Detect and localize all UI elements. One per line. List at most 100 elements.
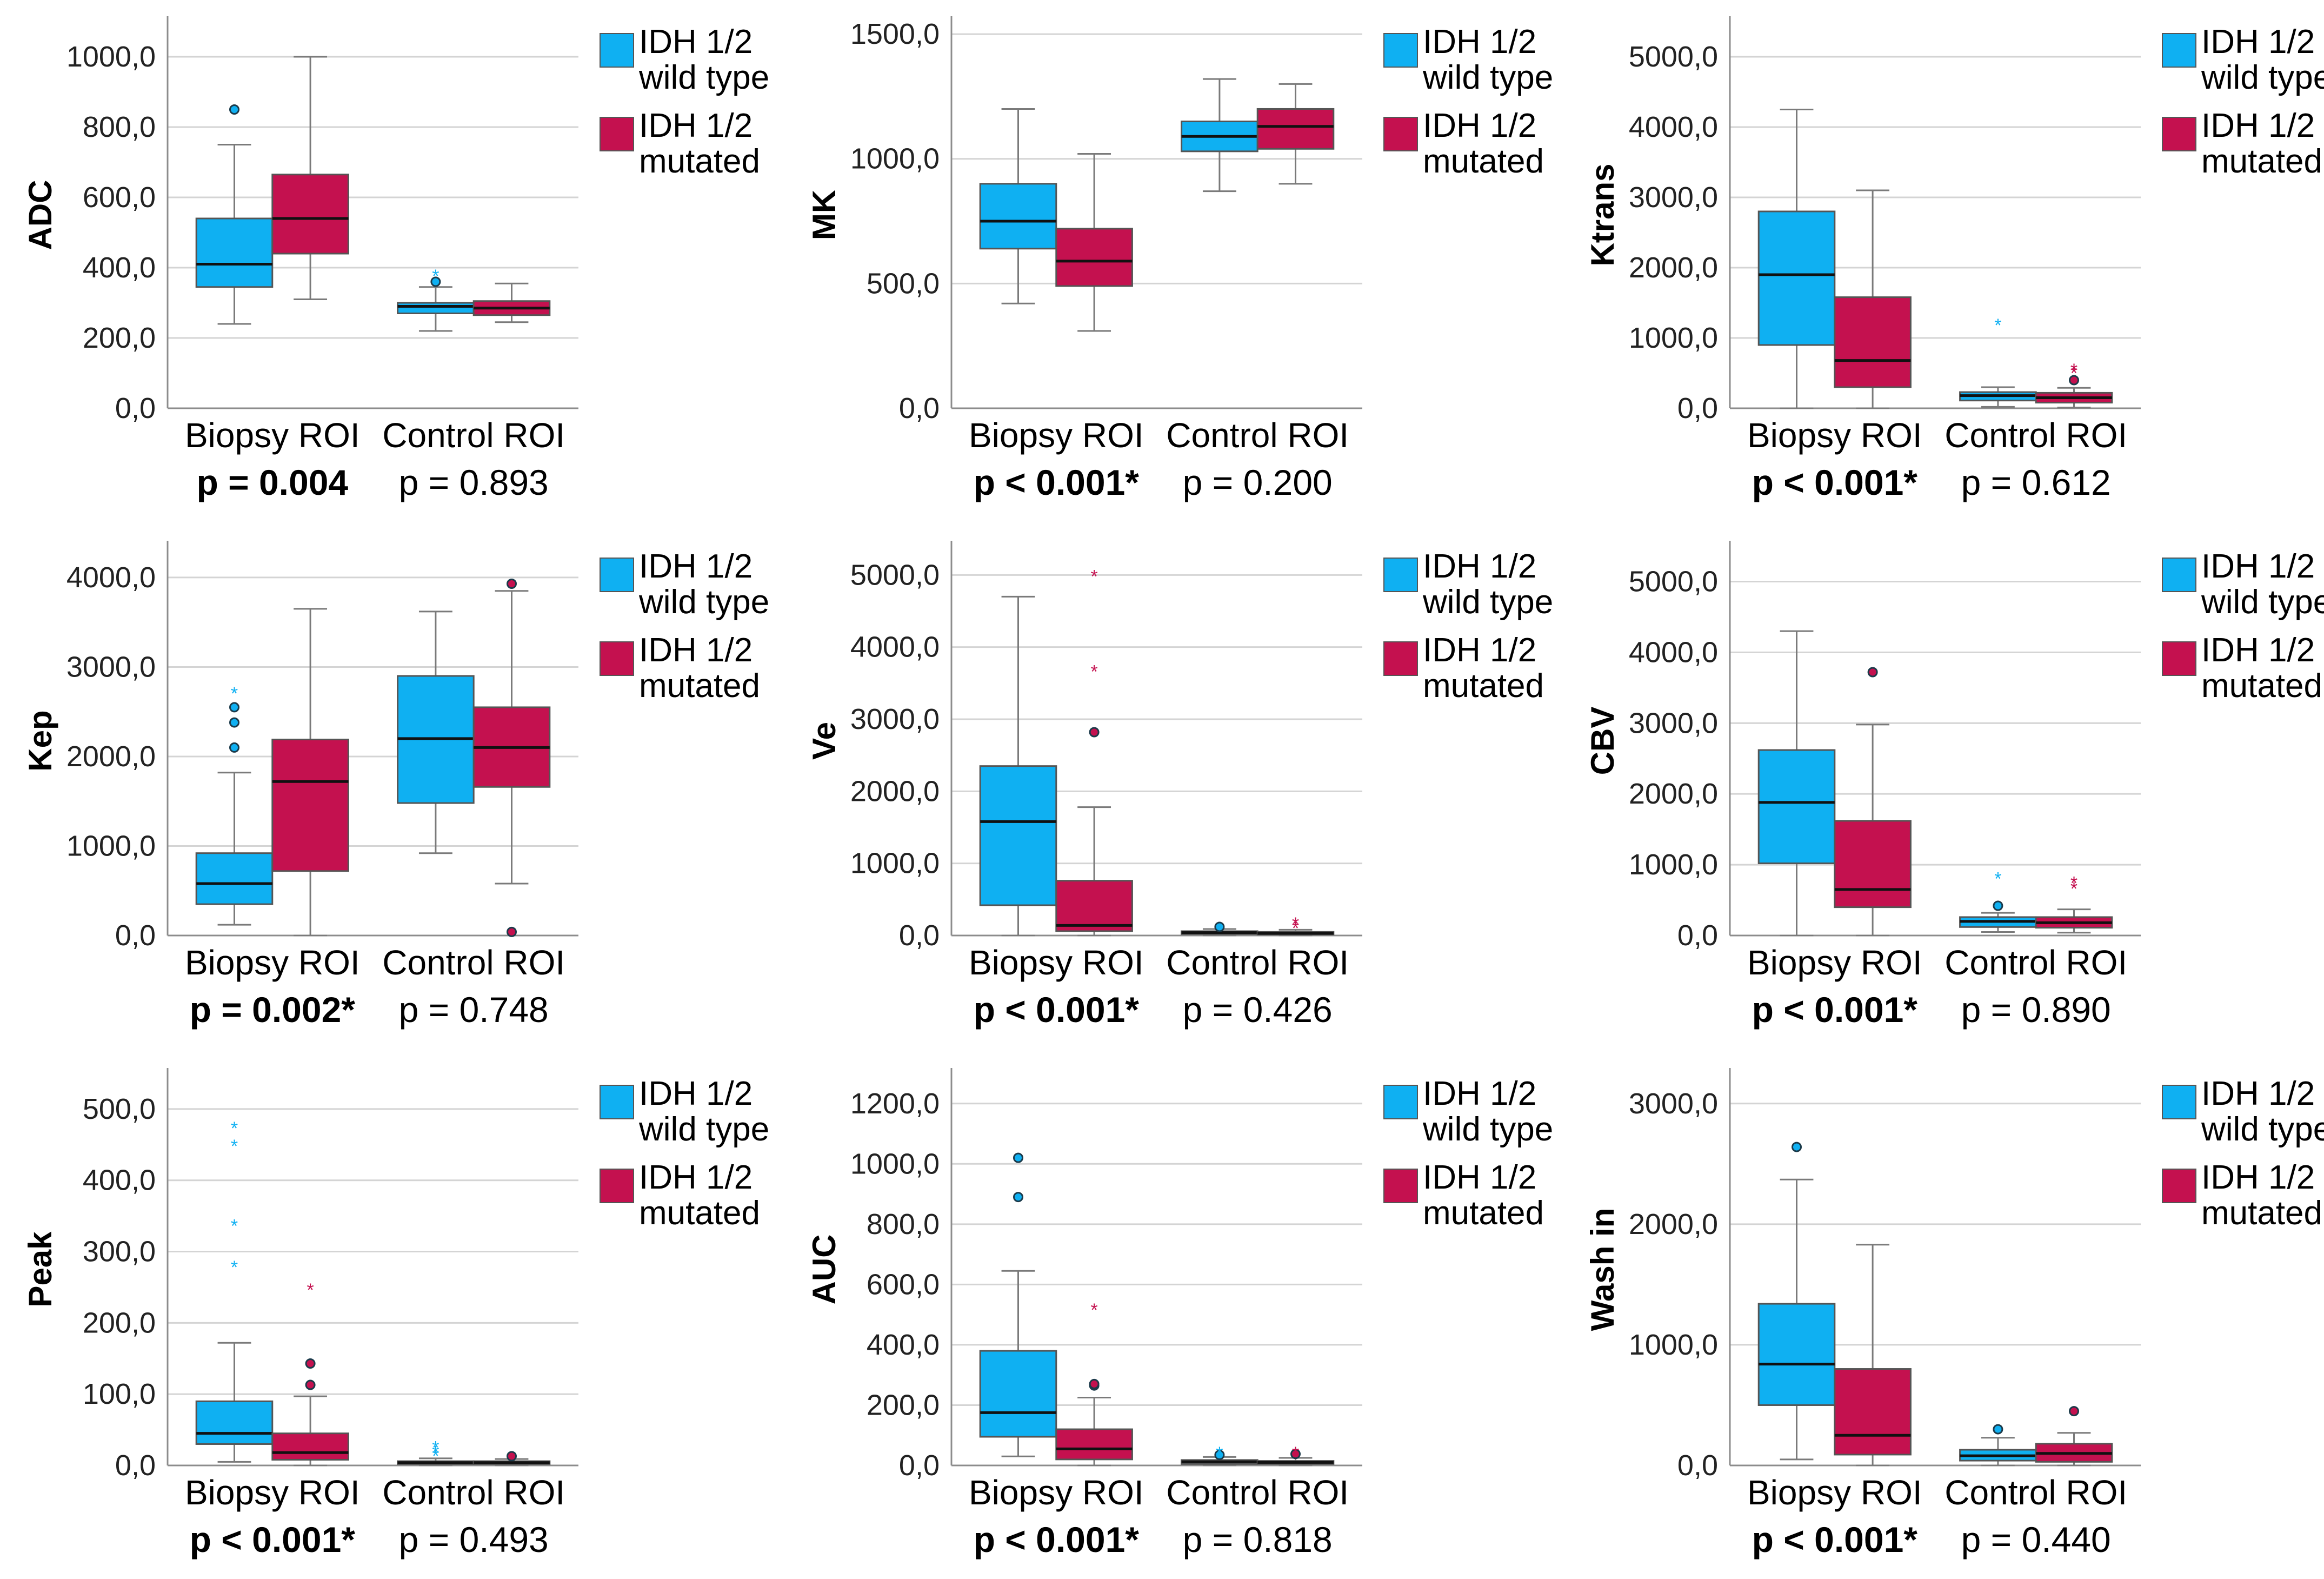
legend-swatch-wildtype [1383,558,1418,592]
outlier-point [1993,1424,2003,1435]
y-tick-label: 100,0 [83,1378,156,1410]
y-tick-label: 2000,0 [1629,251,1718,284]
legend-swatch-wildtype [1383,1085,1418,1119]
chart-panel-kep: 0,0 1000,0 2000,0 3000,0 4000,0 Kep * Biopsy RO… [22,541,769,1030]
wildtype-biopsy-box [979,183,1057,250]
legend-swatch-wildtype [1383,33,1418,68]
y-tick-label: 1200,0 [850,1087,940,1120]
p-value-label: p < 0.001* [190,1520,356,1560]
category-label: Control ROI [1166,1473,1349,1512]
extreme-outlier-point: * [231,1216,238,1236]
y-tick-label: 800,0 [867,1208,940,1240]
category-label: Biopsy ROI [1747,416,1922,455]
y-tick-label: 3000,0 [1629,707,1718,739]
y-tick-label: 3000,0 [66,651,156,683]
extreme-outlier-point: * [231,684,238,704]
y-tick-label: 1000,0 [66,41,156,73]
mutated-biopsy-box [271,1432,349,1461]
legend-label: mutated [2201,667,2322,705]
y-tick-label: 1000,0 [1629,322,1718,354]
wildtype-biopsy-box [979,1350,1057,1438]
legend-label: IDH 1/2 [1423,548,1536,585]
category-label: Control ROI [1945,943,2127,982]
chart-panel-wash-in: 0,0 1000,0 2000,0 3000,0 Wash in Biopsy ROI Co… [1584,1068,2324,1560]
chart-panel-adc: 0,0 200,0 400,0 600,0 800,0 1000,0 ADC * Biopsy … [22,16,769,502]
legend-swatch-wildtype [2162,33,2196,68]
legend-label: IDH 1/2 [2201,1075,2315,1112]
y-tick-label: 5000,0 [1629,565,1718,598]
category-label: Biopsy ROI [969,943,1144,982]
mutated-biopsy-box [1834,820,1912,908]
category-label: Control ROI [1945,1473,2127,1512]
y-tick-label: 0,0 [1677,919,1718,952]
legend-swatch-mutated [600,1169,634,1203]
p-value-label: p = 0.200 [1183,462,1333,502]
extreme-outlier-point: * [1292,914,1299,934]
legend-label: IDH 1/2 [639,107,753,144]
mutated-biopsy-box [1055,880,1133,932]
legend-label: IDH 1/2 [639,1075,753,1112]
outlier-point [1089,727,1100,738]
legend-swatch-mutated [1383,641,1418,676]
outlier-point [229,742,239,753]
y-tick-label: 400,0 [867,1329,940,1361]
p-value-label: p = 0.440 [1961,1520,2111,1560]
p-value-label: p < 0.001* [974,462,1140,502]
legend-label: wild type [638,583,769,621]
y-axis-label: Kep [22,710,58,771]
outlier-point [1013,1192,1023,1203]
chart-panel-mk: 0,0 500,0 1000,0 1500,0 MK Biopsy ROI Control … [806,16,1553,502]
y-tick-label: 2000,0 [1629,778,1718,810]
legend-label: mutated [1423,667,1544,705]
legend-swatch-mutated [1383,117,1418,151]
outlier-point [1214,1449,1225,1460]
y-axis-label: AUC [806,1235,842,1305]
p-value-label: p < 0.001* [1752,1520,1918,1560]
y-axis-label: ADC [22,180,58,250]
wildtype-biopsy-box [195,852,274,905]
category-label: Biopsy ROI [185,1473,360,1512]
category-label: Control ROI [1166,416,1349,455]
outlier-point [430,276,441,287]
outlier-point [305,1358,316,1369]
category-label: Control ROI [1166,943,1349,982]
category-label: Control ROI [1945,416,2127,455]
p-value-label: p = 0.493 [399,1520,549,1560]
legend-label: IDH 1/2 [2201,107,2315,144]
legend-swatch-wildtype [600,558,634,592]
extreme-outlier-point: * [231,1257,238,1278]
chart-panel-auc: 0,0 200,0 400,0 600,0 800,0 1000,0 1200,0 AUC * *… [806,1068,1553,1560]
category-label: Biopsy ROI [1747,1473,1922,1512]
mutated-biopsy-box [1834,296,1912,388]
p-value-label: p = 0.004 [196,462,348,502]
extreme-outlier-point: * [1292,918,1299,939]
legend-label: mutated [2201,143,2322,180]
y-tick-label: 3000,0 [1629,181,1718,214]
y-tick-label: 0,0 [899,392,940,424]
outlier-point [1089,1378,1100,1389]
legend-swatch-mutated [2162,1169,2196,1203]
legend-swatch-wildtype [2162,558,2196,592]
category-label: Biopsy ROI [185,943,360,982]
p-value-label: p = 0.426 [1183,990,1333,1030]
legend-swatch-mutated [600,117,634,151]
category-label: Biopsy ROI [969,416,1144,455]
extreme-outlier-point: * [2070,879,2077,899]
outlier-point [507,579,517,589]
legend-swatch-mutated [2162,641,2196,676]
chart-panel-ktrans: 0,0 1000,0 2000,0 3000,0 4000,0 5000,0 Ktrans *… [1584,16,2324,502]
extreme-outlier-point: * [231,1136,238,1157]
y-tick-label: 4000,0 [1629,111,1718,143]
wildtype-biopsy-box [1757,1303,1836,1406]
legend-label: mutated [1423,1195,1544,1232]
y-tick-label: 3000,0 [1629,1087,1718,1120]
outlier-point [2069,1406,2079,1417]
y-tick-label: 600,0 [867,1268,940,1301]
extreme-outlier-point: * [2070,363,2077,383]
extreme-outlier-point: * [1292,1443,1299,1464]
y-axis-label: MK [806,190,842,240]
legend-label: IDH 1/2 [1423,107,1536,144]
y-tick-label: 200,0 [83,322,156,354]
